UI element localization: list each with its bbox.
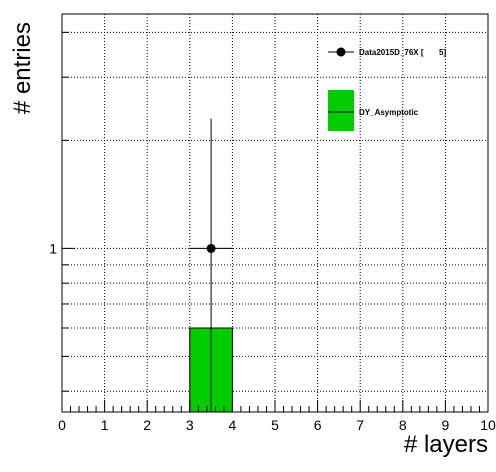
x-tick-label: 3 (186, 417, 194, 433)
x-tick-label: 8 (399, 417, 407, 433)
tick-labels: 0 1 2 3 4 5 6 7 8 9 10 1 (49, 240, 496, 433)
x-tick-label: 9 (442, 417, 450, 433)
legend-mc-box (328, 90, 354, 131)
x-tick-label: 4 (229, 417, 237, 433)
x-tick-label: 1 (101, 417, 109, 433)
data-points-layer (189, 118, 233, 412)
x-tick-label: 5 (271, 417, 279, 433)
legend-data-label: Data2015D_76X [ 5] (359, 48, 446, 57)
x-tick-label: 0 (58, 417, 66, 433)
legend-entry-data: Data2015D_76X [ 5] (328, 47, 446, 57)
y-tick-label: 1 (49, 240, 57, 256)
legend-entry-mc: DY_Asymptotic (328, 90, 419, 131)
x-tick-label: 10 (480, 417, 496, 433)
x-axis-title: # layers (404, 431, 488, 458)
legend: Data2015D_76X [ 5] DY_Asymptotic (328, 47, 446, 131)
x-tick-label: 7 (356, 417, 364, 433)
axis-ticks (61, 31, 489, 412)
grid-lines (62, 14, 488, 412)
legend-data-marker (336, 47, 346, 57)
y-axis-title: # entries (9, 22, 36, 114)
legend-mc-label: DY_Asymptotic (359, 108, 419, 117)
x-tick-label: 2 (143, 417, 151, 433)
x-tick-label: 6 (314, 417, 322, 433)
data-point (206, 243, 216, 253)
